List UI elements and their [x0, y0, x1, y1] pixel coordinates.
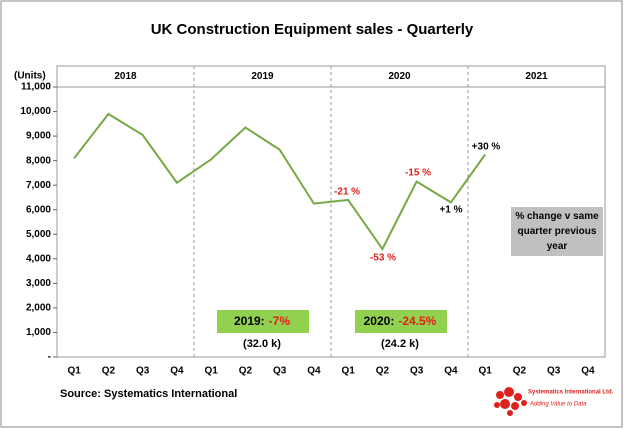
x-tick-label: Q3 — [136, 366, 150, 377]
summary-change: -24.5% — [398, 314, 436, 328]
y-tick-label: 7,000 — [26, 180, 51, 191]
x-tick-label: Q4 — [581, 366, 595, 377]
y-tick-label: 4,000 — [26, 253, 51, 264]
summary-text: 2019: -7% — [234, 314, 290, 328]
y-tick-label: 2,000 — [26, 303, 51, 314]
y-tick-label: 8,000 — [26, 155, 51, 166]
y-tick-label: 3,000 — [26, 278, 51, 289]
annotation: +30 % — [472, 142, 501, 153]
summary-text: 2020: -24.5% — [364, 314, 437, 328]
x-tick-label: Q4 — [307, 366, 321, 377]
annotation: -21 % — [334, 187, 360, 198]
y-tick-label: 5,000 — [26, 229, 51, 240]
x-tick-label: Q2 — [376, 366, 390, 377]
x-tick-label: Q2 — [513, 366, 527, 377]
line-series — [73, 112, 486, 251]
summary-label: 2020: — [364, 314, 395, 328]
summary-change: -7% — [269, 314, 291, 328]
summary-label: 2019: — [234, 314, 265, 328]
y-tick-label: 9,000 — [26, 131, 51, 142]
x-tick-label: Q4 — [170, 366, 184, 377]
y-axis-label: (Units) — [14, 71, 46, 82]
year-label: 2018 — [114, 71, 137, 82]
note-box — [511, 207, 603, 256]
x-tick-label: Q1 — [204, 366, 218, 377]
source: Source: Systematics International — [60, 388, 237, 400]
summary-total: (32.0 k) — [243, 338, 281, 350]
logo: Systematics International Ltd. Adding Va… — [494, 387, 614, 416]
y-tick-label: 1,000 — [26, 327, 51, 338]
x-tick-label: Q2 — [102, 366, 116, 377]
annotation: -15 % — [405, 168, 431, 179]
x-tick-label: Q1 — [67, 366, 81, 377]
summary-box — [217, 310, 309, 333]
summary-total: (24.2 k) — [381, 338, 419, 350]
logo-tagline: Adding Value to Data — [529, 402, 587, 408]
y-tick-label: 11,000 — [21, 82, 51, 93]
note-text: % change v same quarter previous year — [515, 211, 599, 252]
annotation: +1 % — [439, 205, 462, 216]
note: % change v same quarter previous year — [515, 211, 599, 252]
x-tick-label: Q1 — [341, 366, 355, 377]
chart-title: UK Construction Equipment sales - Quarte… — [151, 21, 474, 38]
y-tick-label: - — [48, 352, 51, 363]
annotation: -53 % — [370, 253, 396, 264]
x-tick-label: Q3 — [547, 366, 561, 377]
x-tick-label: Q1 — [478, 366, 492, 377]
x-tick-label: Q3 — [273, 366, 287, 377]
year-label: 2019 — [251, 71, 274, 82]
logo-name: Systematics International Ltd. — [528, 390, 614, 396]
year-label: 2021 — [525, 71, 548, 82]
year-label: 2020 — [388, 71, 411, 82]
y-tick-label: 10,000 — [20, 106, 51, 117]
x-tick-label: Q3 — [410, 366, 424, 377]
summary-box — [355, 310, 447, 333]
x-tick-label: Q2 — [239, 366, 253, 377]
x-tick-label: Q4 — [444, 366, 458, 377]
y-tick-label: 6,000 — [26, 204, 51, 215]
